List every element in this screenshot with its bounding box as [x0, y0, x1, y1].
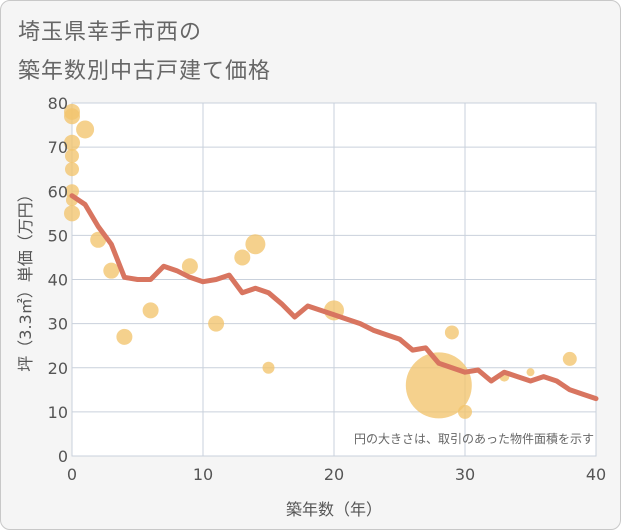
y-tick-label: 50 — [48, 226, 68, 245]
bubble-point — [208, 315, 225, 332]
plot-border — [71, 102, 597, 457]
y-tick-label: 40 — [48, 271, 68, 290]
bubble-point — [562, 351, 577, 366]
bubble-point — [76, 120, 95, 139]
x-tick-label: 30 — [455, 465, 475, 484]
bubble-point — [262, 361, 275, 374]
bubble-point — [64, 108, 80, 125]
y-tick-label: 70 — [48, 138, 68, 157]
bubble-point — [444, 325, 459, 340]
y-tick-label: 60 — [48, 182, 68, 201]
y-tick-label: 20 — [48, 359, 68, 378]
size-note: 円の大きさは、取引のあった物件面積を示す — [354, 431, 594, 446]
average-line-series — [69, 193, 599, 402]
chart-title-line1: 埼玉県幸手市西の — [18, 20, 203, 45]
bubble-point — [181, 258, 198, 275]
average-line — [69, 193, 599, 402]
bubble-point — [65, 148, 79, 163]
bubble-point — [116, 328, 133, 345]
bubble-point — [526, 368, 535, 377]
y-tick-label: 30 — [48, 315, 68, 334]
bubble-point — [65, 162, 79, 177]
bubble-point — [458, 404, 472, 419]
bubble-point — [245, 234, 266, 255]
x-tick-label: 10 — [193, 465, 213, 484]
x-tick-label: 0 — [67, 465, 77, 484]
bubble-point — [65, 184, 79, 199]
bubble-point — [64, 134, 80, 151]
bubble-point — [64, 205, 80, 222]
bubble-point — [142, 302, 159, 319]
bubble-point — [234, 249, 251, 266]
x-axis-label: 築年数（年） — [286, 500, 382, 519]
x-tick-label: 20 — [324, 465, 344, 484]
y-tick-label: 0 — [58, 447, 68, 466]
y-axis-label: 坪（3.3㎡）単価（万円） — [16, 186, 35, 371]
chart-title-line2: 築年数別中古戸建て価格 — [18, 59, 272, 84]
y-tick-label: 80 — [48, 94, 68, 113]
x-tick-label: 40 — [586, 465, 606, 484]
bubble-point — [103, 262, 120, 279]
y-tick-label: 10 — [48, 403, 68, 422]
tick-labels: 0 10 20 30 40 50 60 70 80 0 10 20 30 40 — [48, 94, 607, 484]
